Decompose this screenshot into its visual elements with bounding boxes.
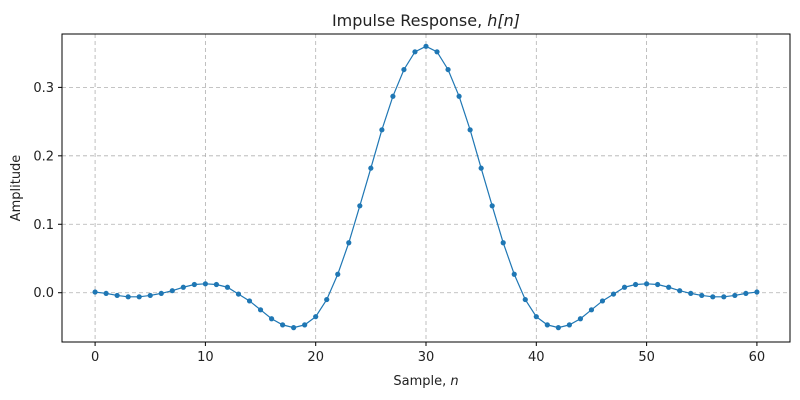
data-point (401, 66, 407, 73)
data-point (368, 165, 374, 171)
data-point (114, 292, 120, 299)
x-tick-label: 50 (638, 350, 655, 365)
data-point (555, 325, 561, 331)
x-tick-label: 40 (528, 350, 545, 365)
data-point (224, 284, 231, 290)
data-point (599, 298, 606, 304)
data-point (169, 288, 175, 294)
y-axis-label: Amplitude (9, 155, 24, 222)
data-point (291, 325, 297, 331)
data-point (313, 314, 319, 320)
data-point (147, 292, 153, 299)
y-axis-ticks: 0.0 0.1 0.2 0.3 (33, 81, 62, 301)
data-point (544, 322, 550, 328)
chart-title-math: h[n] (487, 11, 520, 30)
data-point (522, 296, 528, 303)
data-point (655, 281, 661, 288)
data-point (280, 322, 286, 328)
data-point (92, 289, 98, 295)
data-point (423, 43, 429, 49)
x-tick-label: 10 (197, 350, 214, 365)
x-axis-label-math: n (450, 374, 458, 389)
data-point (511, 271, 517, 277)
data-point (489, 203, 495, 209)
data-point (588, 307, 595, 313)
x-tick-label: 30 (418, 350, 435, 365)
data-point (754, 289, 760, 295)
data-point (412, 49, 418, 55)
data-point (533, 314, 539, 320)
data-point (456, 93, 462, 99)
data-point (103, 290, 109, 297)
data-point (434, 49, 440, 55)
series-layer (92, 43, 760, 331)
data-point (467, 127, 473, 133)
data-point (445, 66, 451, 73)
data-point (346, 240, 352, 246)
data-point (732, 292, 738, 299)
data-point (699, 292, 705, 299)
data-point (136, 294, 142, 300)
data-point (644, 281, 650, 287)
data-point (500, 240, 506, 246)
data-point (743, 290, 749, 297)
y-tick-label: 0.1 (33, 218, 54, 233)
data-point (390, 93, 396, 99)
x-tick-label: 60 (749, 350, 766, 365)
data-point (357, 203, 363, 209)
data-point (379, 127, 385, 133)
data-point (125, 294, 131, 300)
data-point (158, 290, 164, 297)
data-point (677, 288, 683, 294)
data-point (213, 281, 220, 288)
x-axis-label: Sample, n (393, 374, 458, 389)
data-point (268, 316, 275, 322)
data-point (180, 284, 186, 290)
chart-title: Impulse Response, h[n] (332, 11, 520, 30)
data-point (666, 284, 672, 290)
data-point (202, 281, 208, 287)
data-point (610, 291, 617, 297)
x-tick-label: 0 (91, 350, 99, 365)
y-tick-label: 0.0 (33, 286, 54, 301)
data-point (335, 271, 341, 277)
data-point (235, 291, 242, 297)
data-point (257, 307, 264, 313)
data-point (632, 281, 639, 288)
grid-lines (62, 34, 790, 342)
data-point (688, 290, 694, 297)
data-point (566, 322, 572, 328)
y-tick-label: 0.3 (33, 81, 54, 96)
data-point (246, 298, 253, 304)
data-point (721, 294, 727, 300)
data-point (302, 322, 308, 328)
x-tick-label: 20 (307, 350, 324, 365)
data-point (478, 165, 484, 171)
data-point (324, 296, 330, 303)
data-point (710, 294, 716, 300)
data-point (577, 316, 584, 322)
y-tick-label: 0.2 (33, 149, 54, 164)
data-point (621, 284, 628, 290)
data-point (191, 281, 197, 288)
x-axis-ticks: 0 10 20 30 40 50 60 (91, 342, 765, 365)
